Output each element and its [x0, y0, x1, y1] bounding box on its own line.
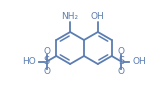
Text: O: O [118, 67, 125, 76]
Text: S: S [118, 57, 124, 67]
Text: S: S [44, 57, 50, 67]
Text: O: O [118, 48, 125, 57]
Text: O: O [43, 48, 50, 57]
Text: OH: OH [91, 12, 105, 21]
Text: O: O [43, 67, 50, 76]
Text: HO: HO [22, 57, 36, 66]
Text: OH: OH [132, 57, 146, 66]
Text: NH₂: NH₂ [62, 12, 79, 21]
